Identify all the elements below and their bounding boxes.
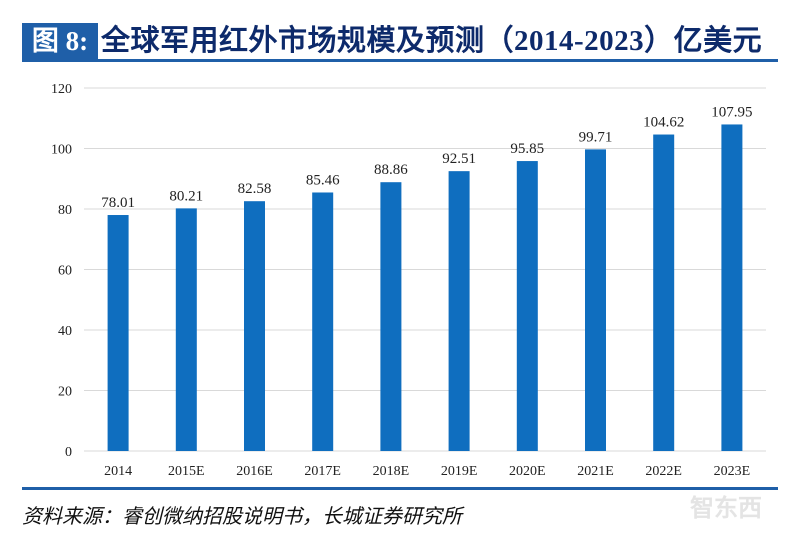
- title-rule: [22, 59, 778, 62]
- bar: [721, 124, 743, 452]
- bar: [312, 192, 334, 451]
- bar: [585, 149, 606, 451]
- y-tick-label: 0: [65, 445, 72, 460]
- x-tick-label: 2023E: [714, 464, 751, 479]
- y-tick-label: 80: [58, 203, 72, 218]
- data-label: 107.95: [711, 104, 752, 120]
- bar: [175, 208, 197, 451]
- bar: [107, 215, 129, 451]
- data-label: 88.86: [374, 162, 408, 178]
- x-tick-label: 2022E: [645, 464, 682, 479]
- x-tick-label: 2017E: [304, 464, 341, 479]
- data-label: 78.01: [101, 195, 135, 211]
- footer-rule: [22, 487, 778, 490]
- source-note: 资料来源：睿创微纳招股说明书，长城证券研究所: [22, 506, 462, 528]
- x-tick-label: 2020E: [509, 464, 546, 479]
- data-label: 85.46: [306, 172, 340, 188]
- y-tick-label: 100: [51, 143, 72, 158]
- y-tick-label: 20: [58, 385, 72, 400]
- x-tick-label: 2014: [104, 464, 132, 479]
- figure-label: 图 8:: [22, 23, 98, 59]
- data-label: 104.62: [643, 115, 684, 131]
- bar: [244, 201, 265, 451]
- data-label: 99.71: [579, 129, 613, 145]
- bar: [653, 134, 675, 451]
- bar: [448, 171, 470, 451]
- chart-title: 全球军用红外市场规模及预测（2014-2023）亿美元: [101, 25, 763, 57]
- x-tick-label: 2018E: [373, 464, 410, 479]
- y-tick-label: 120: [51, 82, 72, 97]
- watermark-logo: 智东西: [690, 494, 762, 522]
- x-tick-label: 2021E: [577, 464, 614, 479]
- x-tick-label: 2015E: [168, 464, 205, 479]
- x-tick-label: 2016E: [236, 464, 273, 479]
- bar: [380, 182, 402, 452]
- data-label: 95.85: [510, 141, 544, 157]
- y-tick-label: 60: [58, 264, 72, 279]
- y-tick-label: 40: [58, 324, 72, 339]
- data-label: 80.21: [169, 188, 203, 204]
- data-label: 92.51: [442, 151, 476, 167]
- bar: [516, 161, 538, 451]
- data-label: 82.58: [238, 181, 272, 197]
- x-tick-label: 2019E: [441, 464, 478, 479]
